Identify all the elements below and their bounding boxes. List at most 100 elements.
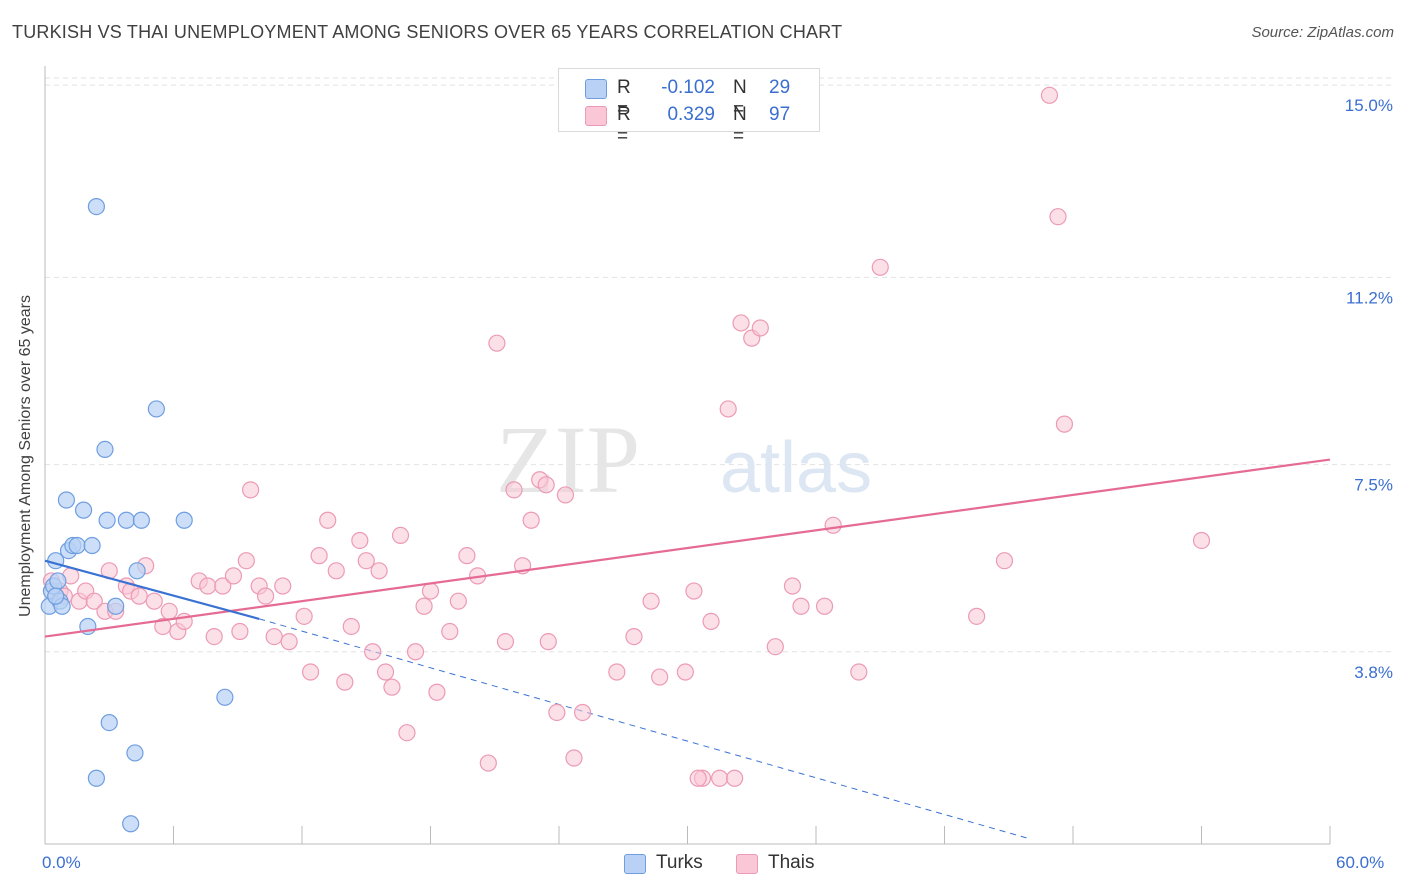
thais-point [548, 703, 566, 722]
correlation-legend: R = -0.102 N = 29 R = 0.329 N = 97 [558, 68, 820, 147]
thais-point [608, 663, 626, 681]
turks-point [117, 511, 135, 529]
watermark-atlas: atlas [720, 428, 872, 508]
x-axis-max-label: 60.0% [1336, 853, 1385, 872]
thais-point [711, 769, 729, 787]
turks-point [132, 511, 150, 529]
turks-point [68, 536, 86, 555]
thais-point [130, 587, 148, 605]
thais-point [766, 638, 784, 656]
turks-point [100, 713, 118, 732]
turks-legend-label: Turks [656, 852, 703, 873]
thais-point [685, 582, 703, 600]
thais-point [719, 400, 737, 418]
turks-point [87, 197, 106, 216]
thais-point [625, 627, 643, 646]
thais-swatch [585, 106, 607, 126]
thais-point [295, 607, 313, 625]
y-axis-label: Unemployment Among Seniors over 65 years [17, 295, 34, 617]
trend-lines [259, 618, 1031, 840]
turks-point [175, 511, 193, 529]
legend-n-value: 97 [769, 104, 791, 125]
turks-point [57, 491, 76, 509]
legend-r-label: R = [617, 104, 631, 147]
thais-point [676, 663, 694, 681]
turks-legend-swatch [624, 854, 646, 874]
thais-point [336, 673, 354, 691]
turks-point [128, 562, 146, 580]
thais-point [406, 643, 425, 661]
source-label: Source: ZipAtlas.com [1251, 24, 1394, 41]
thais-point [370, 562, 388, 580]
thais-point [265, 627, 283, 646]
turks-point [126, 744, 144, 762]
turks-trend-extension [259, 618, 1031, 840]
thais-point [642, 592, 660, 610]
thais-point [160, 602, 178, 620]
thais-point [458, 547, 476, 565]
thais-point [310, 547, 328, 565]
y-tick-label: 15.0% [1345, 96, 1393, 115]
thais-point [689, 769, 707, 787]
thais-point [565, 749, 583, 767]
thais-point [537, 476, 555, 494]
legend-r-label: R = [617, 77, 631, 120]
turks-point [74, 501, 93, 519]
thais-point [871, 258, 889, 276]
thais-point [205, 627, 223, 646]
y-tick-labels: 3.8% 7.5% 11.2% 15.0% [1345, 96, 1393, 682]
thais-point [364, 643, 382, 661]
thais-point [505, 481, 523, 499]
y-tick-label: 7.5% [1354, 476, 1393, 495]
thais-legend-swatch [736, 854, 758, 874]
thais-point [968, 607, 986, 625]
turks-point [47, 587, 65, 605]
thais-point [242, 481, 260, 499]
chart-title: TURKISH VS THAI UNEMPLOYMENT AMONG SENIO… [12, 22, 843, 42]
thais-point [522, 511, 540, 529]
y-tick-label: 3.8% [1354, 663, 1393, 682]
thais-point [1192, 531, 1211, 550]
turks-point [107, 597, 125, 615]
thais-point [449, 592, 467, 610]
turks-swatch [585, 79, 607, 99]
thais-point [1040, 86, 1059, 104]
turks-point [87, 769, 106, 787]
thais-point [145, 592, 163, 610]
legend-n-value: 29 [769, 77, 791, 98]
thais-point [415, 597, 433, 615]
thais-trend-line [44, 458, 1331, 638]
thais-point [383, 678, 401, 696]
thais-point [274, 577, 292, 595]
turks-point [49, 572, 67, 590]
thais-point [237, 552, 255, 570]
legend-r-value: 0.329 [667, 104, 715, 125]
thais-point [441, 622, 459, 641]
turks-point [83, 536, 101, 555]
x-axis-min-label: 0.0% [42, 853, 81, 872]
thais-point [651, 668, 669, 686]
thais-point [556, 486, 575, 504]
turks-point [96, 440, 114, 459]
thais-point [301, 663, 320, 681]
thais-point [496, 633, 515, 651]
thais-point [327, 562, 345, 580]
thais-point [479, 754, 497, 772]
thais-point [398, 724, 416, 742]
thais-point [783, 577, 802, 595]
thais-point [280, 633, 298, 651]
thais-point [319, 511, 337, 529]
thais-point [376, 663, 395, 681]
thais-point [421, 582, 440, 600]
thais-point [1055, 415, 1074, 433]
thais-point [792, 597, 810, 615]
thais-point [850, 663, 868, 681]
turks-point [216, 688, 234, 706]
thais-legend-label: Thais [768, 852, 815, 873]
thais-point [815, 597, 834, 615]
thais-point [751, 319, 769, 337]
thais-point [824, 516, 842, 534]
thais-point [1049, 208, 1067, 226]
y-tick-label: 11.2% [1346, 288, 1393, 307]
